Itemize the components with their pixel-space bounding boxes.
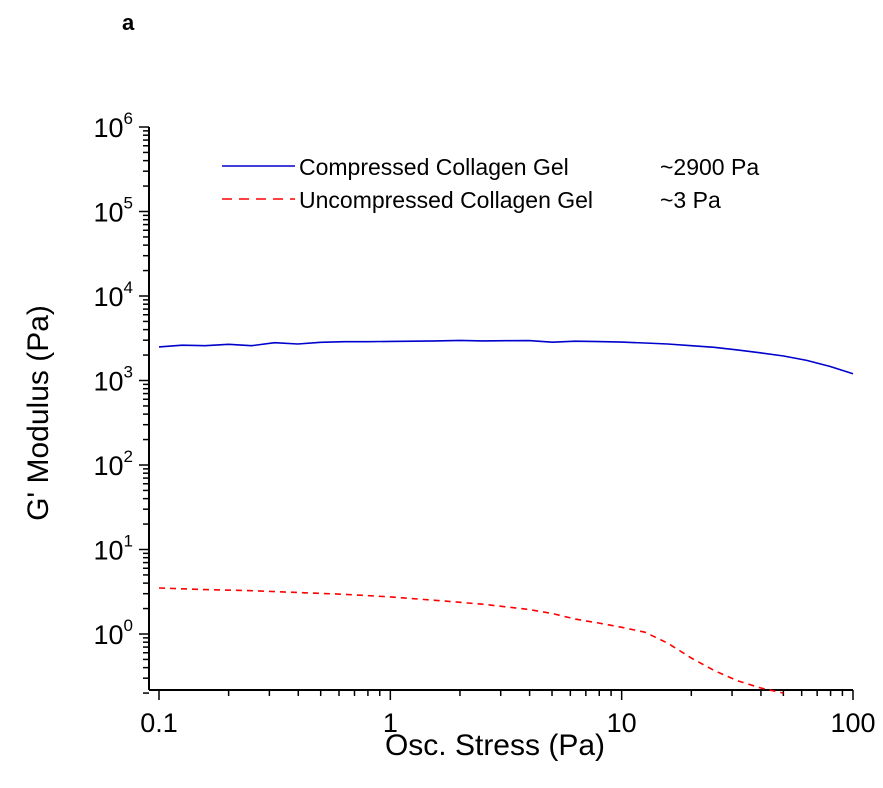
x-axis-label: Osc. Stress (Pa) <box>385 729 605 762</box>
legend-label-2: Uncompressed Collagen Gel <box>299 187 593 213</box>
y-tick-label: 101 <box>93 532 133 566</box>
legend: Compressed Collagen Gel ~2900 Pa Uncompres… <box>222 154 759 213</box>
y-tick-label: 102 <box>93 447 133 481</box>
series-line-1 <box>158 339 854 375</box>
x-tick-label: 0.1 <box>140 708 178 738</box>
y-axis-label: G' Modulus (Pa) <box>22 305 55 521</box>
plot-area <box>158 339 854 694</box>
legend-label-1: Compressed Collagen Gel <box>299 154 569 180</box>
y-tick-label: 103 <box>93 363 133 397</box>
axes: 0.1 1 10 100 100 101 102 103 104 105 106 <box>93 109 875 738</box>
y-tick-label: 104 <box>93 278 133 312</box>
y-tick-label: 106 <box>93 109 133 143</box>
legend-annotation-2: ~3 Pa <box>660 187 721 213</box>
series-line-2 <box>158 587 784 694</box>
y-tick-label: 100 <box>93 616 133 650</box>
x-tick-label: 1 <box>383 708 398 738</box>
x-tick-label: 10 <box>607 708 637 738</box>
panel-label: a <box>122 10 135 35</box>
x-tick-label: 100 <box>830 708 875 738</box>
legend-annotation-1: ~2900 Pa <box>660 154 759 180</box>
y-tick-label: 105 <box>93 194 133 228</box>
